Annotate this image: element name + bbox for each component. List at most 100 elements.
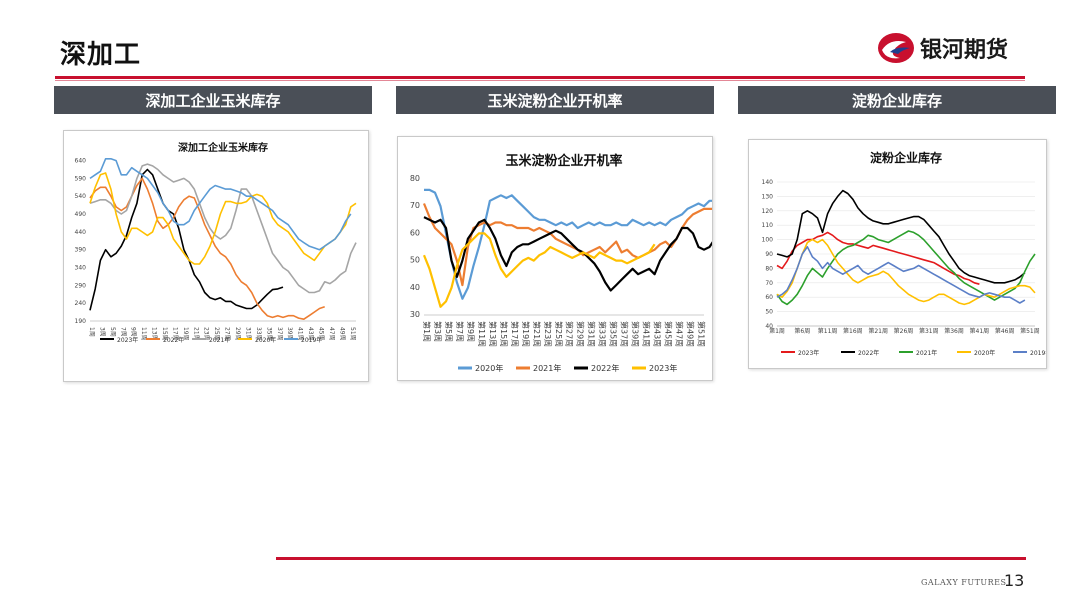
x-tick-label: 43周 bbox=[307, 327, 314, 341]
y-tick-label: 40 bbox=[765, 323, 773, 330]
x-tick-label: 第3周 bbox=[433, 321, 443, 342]
x-tick-label: 第43周 bbox=[653, 321, 663, 347]
x-tick-label: 第26周 bbox=[894, 327, 914, 335]
chart-title: 玉米淀粉企业开机率 bbox=[505, 153, 622, 169]
galaxy-logo-text: 银河期货 bbox=[920, 38, 1009, 63]
x-tick-label: 第29周 bbox=[576, 321, 586, 347]
y-tick-label: 290 bbox=[75, 282, 87, 289]
legend-label: 2021年 bbox=[533, 363, 561, 373]
x-tick-label: 3周 bbox=[98, 327, 105, 337]
y-tick-label: 120 bbox=[762, 208, 774, 215]
x-tick-label: 第11周 bbox=[477, 321, 487, 347]
x-tick-label: 第33周 bbox=[598, 321, 608, 347]
x-tick-label: 第13周 bbox=[488, 321, 498, 347]
legend-label: 2023年 bbox=[649, 363, 677, 373]
x-tick-label: 第11周 bbox=[818, 327, 838, 335]
x-tick-label: 23周 bbox=[203, 327, 210, 341]
x-tick-label: 第16周 bbox=[843, 327, 863, 335]
y-tick-label: 90 bbox=[765, 251, 773, 258]
y-tick-label: 540 bbox=[75, 193, 87, 200]
x-tick-label: 25周 bbox=[213, 327, 220, 341]
y-tick-label: 490 bbox=[75, 211, 87, 218]
legend-label: 2019年 bbox=[301, 336, 322, 344]
series-line bbox=[89, 172, 357, 265]
y-tick-label: 50 bbox=[410, 256, 420, 265]
legend-label: 2021年 bbox=[916, 349, 937, 357]
legend-label: 2022年 bbox=[163, 336, 184, 344]
y-tick-label: 190 bbox=[75, 318, 87, 325]
y-tick-label: 70 bbox=[410, 201, 420, 210]
panel-header-starch-inventory: 淀粉企业库存 bbox=[738, 86, 1056, 114]
chart-corn-inventory-svg: 深加工企业玉米库存 190 240 290 340 390 440 490 540 590 640 1… bbox=[75, 141, 357, 344]
chart-corn-inventory: 深加工企业玉米库存 190 240 290 340 390 440 490 540 590 640 1… bbox=[63, 130, 369, 382]
x-tick-label: 第21周 bbox=[532, 321, 542, 347]
legend-label: 2023年 bbox=[798, 349, 819, 357]
x-tick-label: 第23周 bbox=[543, 321, 553, 347]
x-tick-label: 第7周 bbox=[455, 321, 465, 342]
y-tick-label: 440 bbox=[75, 229, 87, 236]
y-tick-label: 390 bbox=[75, 247, 87, 254]
x-tick-label: 9周 bbox=[130, 327, 137, 337]
y-tick-label: 40 bbox=[410, 283, 420, 292]
page-number: 13 bbox=[1004, 571, 1025, 590]
series-line bbox=[89, 177, 325, 320]
x-tick-label: 第1周 bbox=[769, 327, 785, 335]
chart-starch-operating-rate: 玉米淀粉企业开机率 30 40 50 60 70 80 第1周 第3周 第5周 第7周 第9周 第11周… bbox=[397, 136, 713, 381]
x-tick-label: 第31周 bbox=[587, 321, 597, 347]
x-tick-label: 第5周 bbox=[444, 321, 454, 342]
x-tick-label: 21周 bbox=[192, 327, 199, 341]
series-line bbox=[422, 232, 656, 308]
y-tick-label: 590 bbox=[75, 175, 87, 182]
x-tick-label: 27周 bbox=[224, 327, 231, 341]
x-tick-label: 第19周 bbox=[521, 321, 531, 347]
x-tick-label: 49周 bbox=[338, 327, 345, 341]
x-tick-label: 7周 bbox=[119, 327, 126, 337]
x-tick-label: 39周 bbox=[286, 327, 293, 341]
chart-title: 淀粉企业库存 bbox=[870, 150, 942, 165]
x-tick-label: 第9周 bbox=[466, 321, 476, 342]
panel-header-corn-inventory: 深加工企业玉米库存 bbox=[54, 86, 372, 114]
page-title: 深加工 bbox=[60, 40, 142, 70]
header-divider-thin bbox=[55, 80, 1025, 81]
chart-starch-inventory: 淀粉企业库存 40 50 60 70 80 90 100 110 120 130 140 第1周 第6周第… bbox=[748, 139, 1047, 369]
x-tick-label: 第41周 bbox=[642, 321, 652, 347]
x-tick-label: 13周 bbox=[151, 327, 158, 341]
x-tick-label: 31周 bbox=[244, 327, 251, 341]
y-tick-label: 640 bbox=[75, 158, 87, 165]
y-tick-label: 60 bbox=[765, 294, 773, 301]
x-tick-label: 11周 bbox=[140, 327, 147, 341]
legend-label: 2019年 bbox=[1030, 349, 1046, 357]
x-tick-label: 17周 bbox=[171, 327, 178, 341]
legend-label: 2020年 bbox=[974, 349, 995, 357]
x-tick-label: 第39周 bbox=[631, 321, 641, 347]
series-line bbox=[424, 188, 712, 300]
x-tick-label: 1周 bbox=[88, 327, 95, 337]
footer-brand: GALAXY FUTURES bbox=[921, 578, 1007, 587]
chart-title: 深加工企业玉米库存 bbox=[178, 141, 268, 154]
x-tick-label: 第45周 bbox=[664, 321, 674, 347]
x-tick-label: 第31周 bbox=[919, 327, 939, 335]
x-tick-label: 第6周 bbox=[794, 327, 810, 335]
y-tick-label: 30 bbox=[410, 310, 420, 319]
x-tick-label: 41周 bbox=[297, 327, 304, 341]
series-line bbox=[89, 163, 357, 294]
x-tick-label: 51周 bbox=[349, 327, 356, 341]
x-tick-label: 33周 bbox=[255, 327, 262, 341]
y-tick-label: 130 bbox=[762, 193, 774, 200]
x-tick-label: 第1周 bbox=[422, 321, 432, 342]
y-tick-label: 70 bbox=[765, 280, 773, 287]
x-tick-label: 第47周 bbox=[675, 321, 685, 347]
series-line bbox=[776, 189, 1026, 284]
x-tick-label: 47周 bbox=[328, 327, 335, 341]
chart-starch-inventory-svg: 淀粉企业库存405060708090100110120130140第1周 第6周第… bbox=[762, 150, 1046, 357]
legend-label: 2022年 bbox=[591, 363, 619, 373]
x-tick-label: 第37周 bbox=[620, 321, 630, 347]
legend-label: 2021年 bbox=[209, 336, 230, 344]
y-tick-label: 80 bbox=[765, 265, 773, 272]
chart-starch-operating-rate-svg: 玉米淀粉企业开机率 30 40 50 60 70 80 第1周 第3周 第5周 第7周 第9周 第11周… bbox=[410, 153, 712, 373]
x-tick-label: 第35周 bbox=[609, 321, 619, 347]
x-tick-label: 19周 bbox=[182, 327, 189, 341]
legend-label: 2020年 bbox=[255, 336, 276, 344]
series-line bbox=[89, 168, 284, 311]
x-tick-label: 15周 bbox=[161, 327, 168, 341]
